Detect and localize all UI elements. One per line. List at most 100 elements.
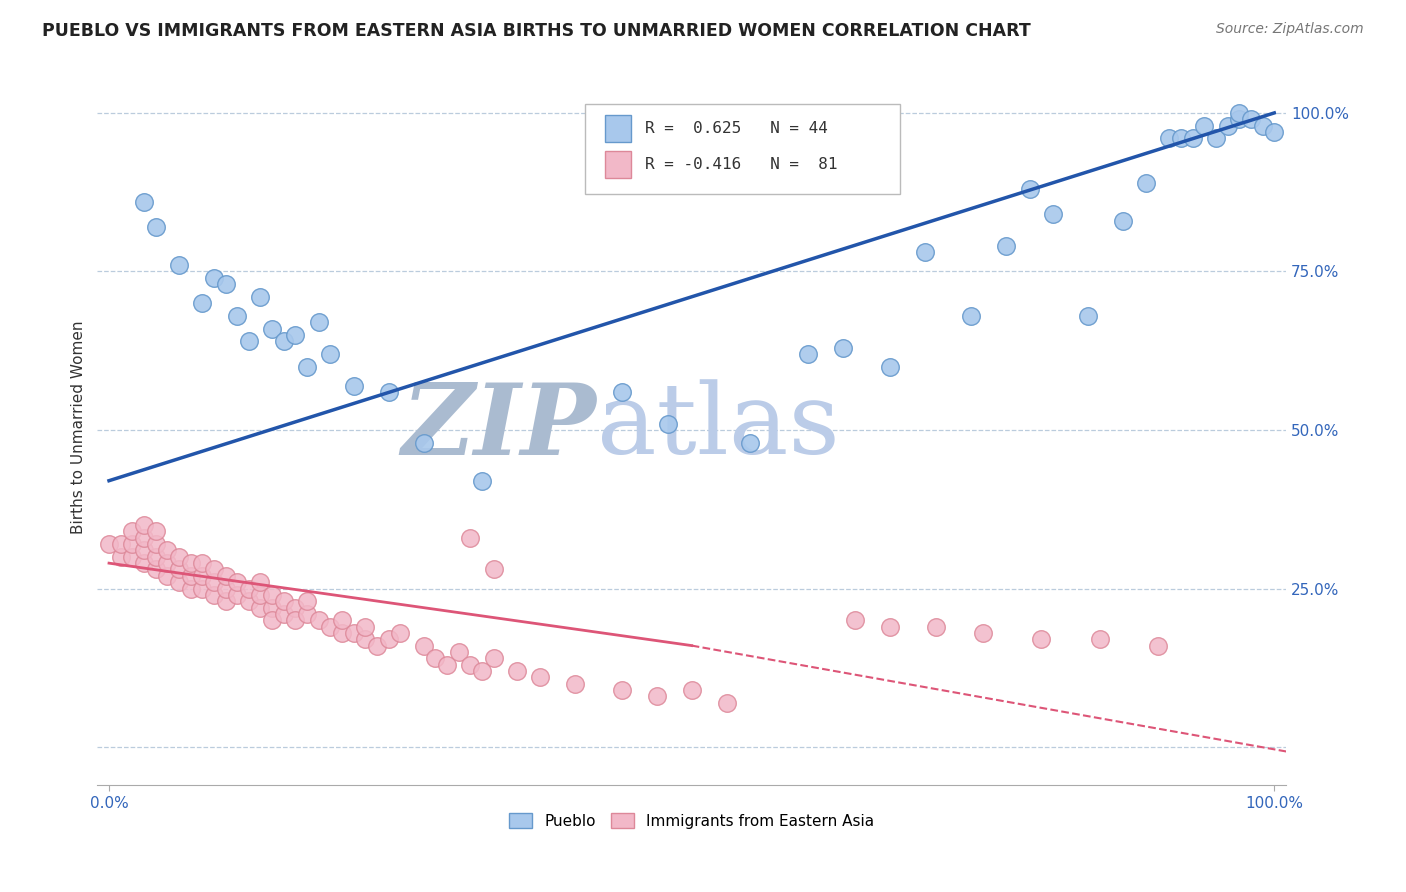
Point xyxy=(295,359,318,374)
Point xyxy=(167,575,190,590)
Point xyxy=(354,632,377,647)
Point xyxy=(657,417,679,431)
Point xyxy=(249,600,271,615)
Point xyxy=(482,651,505,665)
Point xyxy=(879,619,901,633)
Point xyxy=(529,670,551,684)
Point xyxy=(1159,131,1181,145)
Point xyxy=(156,569,179,583)
Point xyxy=(202,575,225,590)
Point xyxy=(226,309,249,323)
Point xyxy=(960,309,983,323)
Point xyxy=(249,588,271,602)
Point xyxy=(191,556,214,570)
Point xyxy=(202,270,225,285)
Point xyxy=(1042,207,1064,221)
Point xyxy=(295,594,318,608)
Text: PUEBLO VS IMMIGRANTS FROM EASTERN ASIA BIRTHS TO UNMARRIED WOMEN CORRELATION CHA: PUEBLO VS IMMIGRANTS FROM EASTERN ASIA B… xyxy=(42,22,1031,40)
FancyBboxPatch shape xyxy=(605,151,631,178)
Point xyxy=(377,632,399,647)
Point xyxy=(98,537,121,551)
Point xyxy=(132,543,155,558)
Point xyxy=(145,220,167,235)
Point xyxy=(995,239,1018,253)
Point xyxy=(273,594,295,608)
Point xyxy=(180,569,202,583)
Point xyxy=(273,334,295,349)
Point xyxy=(121,524,143,539)
Point xyxy=(262,588,284,602)
Text: R = -0.416   N =  81: R = -0.416 N = 81 xyxy=(645,157,838,172)
Text: ZIP: ZIP xyxy=(402,378,596,475)
Point xyxy=(110,537,132,551)
Y-axis label: Births to Unmarried Women: Births to Unmarried Women xyxy=(72,320,86,533)
Point xyxy=(1088,632,1111,647)
Point xyxy=(458,531,481,545)
FancyBboxPatch shape xyxy=(605,115,631,143)
Point xyxy=(1194,119,1216,133)
Point xyxy=(1112,213,1135,227)
Point xyxy=(482,562,505,576)
Point xyxy=(249,575,271,590)
Point xyxy=(1205,131,1227,145)
Point xyxy=(1227,106,1250,120)
Point xyxy=(308,613,330,627)
Point xyxy=(191,582,214,596)
Point xyxy=(191,296,214,310)
Point xyxy=(564,676,586,690)
Point xyxy=(214,582,236,596)
Point xyxy=(202,562,225,576)
Point xyxy=(319,347,342,361)
Point xyxy=(506,664,529,678)
Point xyxy=(738,435,761,450)
Point xyxy=(238,582,260,596)
Point xyxy=(202,588,225,602)
Point xyxy=(226,575,249,590)
Point xyxy=(471,474,494,488)
Point xyxy=(436,657,458,672)
Point xyxy=(844,613,866,627)
Point xyxy=(645,690,668,704)
Point xyxy=(191,569,214,583)
Point xyxy=(412,639,434,653)
Point xyxy=(284,613,307,627)
Point xyxy=(132,556,155,570)
Legend: Pueblo, Immigrants from Eastern Asia: Pueblo, Immigrants from Eastern Asia xyxy=(503,806,880,835)
Point xyxy=(262,613,284,627)
Point xyxy=(1135,176,1157,190)
Point xyxy=(319,619,342,633)
Point xyxy=(914,245,936,260)
Point xyxy=(389,626,412,640)
Text: Source: ZipAtlas.com: Source: ZipAtlas.com xyxy=(1216,22,1364,37)
Point xyxy=(284,327,307,342)
Point xyxy=(972,626,994,640)
Point xyxy=(145,549,167,564)
Point xyxy=(1263,125,1285,139)
Point xyxy=(447,645,470,659)
Point xyxy=(110,549,132,564)
Point xyxy=(262,600,284,615)
Point xyxy=(262,321,284,335)
Point xyxy=(132,531,155,545)
Point xyxy=(1227,112,1250,127)
Point xyxy=(879,359,901,374)
Point xyxy=(167,258,190,272)
Point xyxy=(797,347,820,361)
Point xyxy=(145,537,167,551)
Point xyxy=(366,639,388,653)
Point xyxy=(1240,112,1263,127)
Point xyxy=(458,657,481,672)
Text: R =  0.625   N = 44: R = 0.625 N = 44 xyxy=(645,121,828,136)
Point xyxy=(167,562,190,576)
Point xyxy=(284,600,307,615)
Point xyxy=(1031,632,1053,647)
Point xyxy=(1181,131,1204,145)
Point xyxy=(273,607,295,621)
Point xyxy=(238,594,260,608)
Point xyxy=(832,341,855,355)
Point xyxy=(377,384,399,399)
Point xyxy=(121,537,143,551)
Point xyxy=(610,384,633,399)
Point xyxy=(145,524,167,539)
Point xyxy=(330,613,353,627)
